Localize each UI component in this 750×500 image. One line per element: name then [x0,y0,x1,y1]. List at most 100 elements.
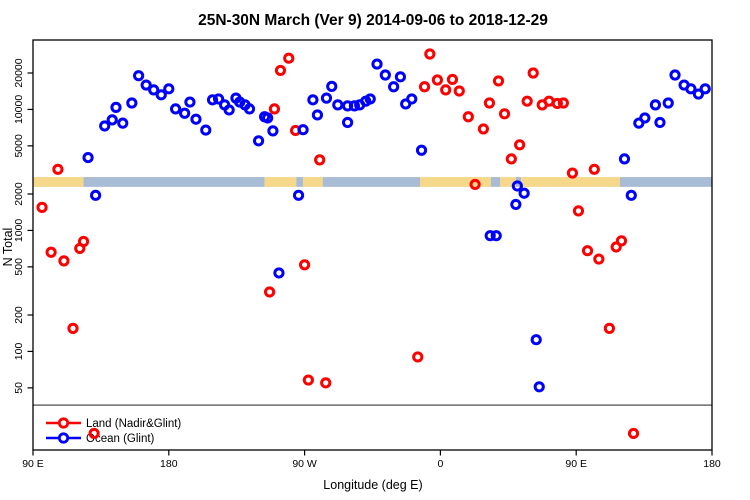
scatter-point-land [505,153,517,165]
scatter-point-ocean [184,96,196,108]
scatter-point-land [418,81,431,93]
scatter-point-land [314,154,326,166]
scatter-point-ocean [126,97,138,109]
scatter-point-land [581,245,594,257]
plot-border [32,39,713,451]
y-tick-label: 5000 [13,134,25,158]
scatter-point-land [440,84,452,96]
scatter-point-land [268,103,281,115]
band-segment-land [303,177,323,187]
scatter-point-ocean [148,84,160,96]
scatter-point-ocean [82,151,94,164]
x-tick-label: 90 E [565,458,587,470]
plot-generated-content: 90 E 180 90 W 0 90 E 180 50 100 200 500 1000 2000 50… [13,39,721,470]
band-segment-land [264,177,297,187]
scatter-point-ocean [169,103,182,115]
scatter-point-land [572,205,585,217]
scatter-point-ocean [692,88,705,100]
band-segment-ocean [490,177,501,187]
scatter-point-ocean [179,107,191,119]
y-tick-label: 2000 [13,182,25,206]
scatter-point-ocean [348,100,360,112]
scatter-point-land [320,377,332,389]
scatter-point-ocean [262,112,274,124]
scatter-point-land [412,351,424,363]
scatter-point-ocean [618,153,631,165]
scatter-point-ocean [297,124,309,136]
scatter-point-ocean [662,97,674,109]
scatter-point-ocean [292,189,305,201]
band-segment-ocean [619,177,712,187]
scatter-point-ocean [510,198,522,211]
band-segment-ocean [296,177,304,187]
scatter-point-ocean [212,93,225,105]
scatter-point-ocean [140,79,152,91]
scatter-point-ocean [649,99,662,111]
scatter-point-ocean [243,103,256,115]
legend-circle [57,417,70,429]
band-segment-ocean [83,177,265,187]
scatter-point-land [67,322,79,334]
scatter-point-land [566,167,579,179]
scatter-point-land [52,163,64,175]
scatter-point-ocean [518,187,530,199]
scatter-point-ocean [307,94,319,106]
scatter-point-land [274,64,287,77]
x-tick-label: 0 [437,458,443,470]
scatter-point-ocean [625,189,637,201]
scatter-point-ocean [484,230,496,242]
scatter-point-land [514,139,526,151]
scatter-point-ocean [267,125,279,137]
scatter-point-land [483,97,496,109]
scatter-point-ocean [117,117,129,129]
scatter-point-land [263,286,276,298]
scatter-point-ocean [190,113,202,125]
scatter-point-land [88,427,100,440]
scatter-point-ocean [415,144,428,156]
scatter-point-ocean [252,135,265,147]
band-segment-ocean [322,177,421,187]
scatter-point-land [453,85,465,97]
band-segment-land [521,177,620,187]
scatter-point-land [299,259,311,271]
scatter-point-ocean [90,189,102,201]
scatter-point-ocean [669,69,681,81]
scatter-point-ocean [685,83,697,95]
band-segment-land [420,177,491,187]
scatter-point-ocean [511,180,523,192]
scatter-point-ocean [639,112,651,124]
y-tick-label: 200 [13,306,25,324]
scatter-point-ocean [490,230,502,242]
x-tick-label: 90 W [292,458,317,470]
scatter-point-land [593,253,605,265]
x-tick-label: 180 [703,458,721,470]
y-axis-title: N Total [1,228,15,267]
scatter-point-ocean [200,124,212,136]
scatter-point-ocean [273,267,285,279]
scatter-point-ocean [110,101,122,113]
band-segment-land [500,177,516,187]
scatter-point-ocean [654,116,666,129]
scatter-point-ocean [155,89,167,101]
legend-land-label: Land (Nadir&Glint) [86,418,181,430]
y-tick-label: 50 [13,382,25,394]
scatter-point-ocean [379,69,391,81]
scatter-point-land [446,73,459,86]
scatter-point-ocean [371,58,383,70]
legend-circle [57,432,70,444]
scatter-point-land [603,322,615,334]
band-segment-land [33,177,84,187]
scatter-point-ocean [388,81,400,93]
y-tick-label: 1000 [13,219,25,243]
scatter-point-land [551,97,563,110]
scatter-point-ocean [311,109,324,121]
y-tick-label: 500 [13,258,25,276]
legend-ocean-label: Ocean (Glint) [86,433,155,445]
scatter-point-land [36,201,48,213]
scatter-point-ocean [99,120,111,132]
scatter-point-land [477,123,490,135]
x-tick-label: 180 [160,458,178,470]
scatter-point-land [424,48,436,60]
